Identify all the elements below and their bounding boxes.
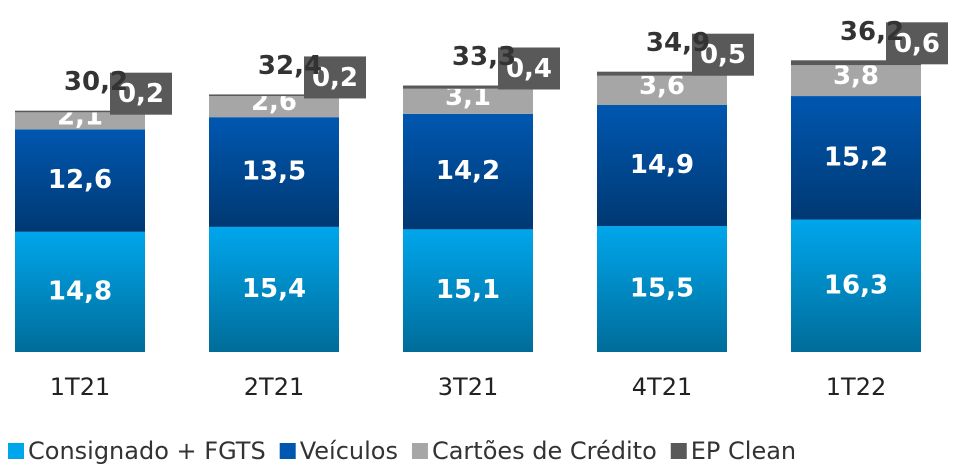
value-label: 13,5	[242, 157, 306, 187]
legend-label: Consignado + FGTS	[28, 437, 266, 465]
x-tick-label: 4T21	[632, 373, 692, 401]
value-label: 3,8	[833, 61, 879, 91]
legend-label: Cartões de Crédito	[432, 437, 657, 465]
bar-segment	[597, 75, 727, 105]
bar-shade	[791, 219, 921, 352]
x-tick-label: 2T21	[244, 373, 304, 401]
bar-segment	[403, 85, 533, 89]
value-label-box	[304, 56, 366, 99]
value-label: 15,2	[824, 142, 888, 172]
value-label: 14,2	[436, 156, 500, 186]
total-label: 33,3	[452, 42, 516, 72]
bar-segment	[791, 60, 921, 66]
bar-segment	[209, 94, 339, 97]
bar-shade	[597, 105, 727, 227]
bar-shade	[597, 226, 727, 352]
value-label: 2,1	[57, 101, 103, 131]
value-label: 12,6	[48, 165, 112, 195]
value-label: 15,5	[630, 274, 694, 304]
bar-shade	[209, 226, 339, 352]
value-label: 14,8	[48, 276, 112, 306]
bar-shade	[791, 96, 921, 220]
value-label-box	[886, 22, 948, 65]
total-label: 36,2	[840, 17, 904, 47]
value-label: 0,6	[894, 29, 940, 59]
x-tick-label: 1T21	[50, 373, 110, 401]
legend-swatch	[8, 443, 24, 459]
bar-shade	[15, 231, 145, 352]
x-tick-label: 3T21	[438, 373, 498, 401]
value-label: 0,2	[312, 63, 358, 93]
value-label: 2,6	[251, 87, 297, 117]
value-label: 16,3	[824, 270, 888, 300]
value-label: 0,5	[700, 40, 746, 70]
bar-segment	[597, 71, 727, 76]
bar-segment	[403, 88, 533, 114]
bar-segment	[15, 112, 145, 130]
legend-label: Veículos	[300, 437, 398, 465]
bar-shade	[403, 229, 533, 352]
total-label: 34,9	[646, 28, 710, 58]
legend-swatch	[670, 443, 687, 459]
bar-segment	[791, 65, 921, 97]
value-label: 0,4	[506, 54, 552, 84]
value-label-box	[498, 47, 560, 90]
value-label: 14,9	[630, 150, 694, 180]
bar-shade	[15, 129, 145, 232]
total-label: 30,2	[64, 67, 128, 97]
legend-swatch	[411, 443, 428, 459]
bar-shade	[403, 113, 533, 230]
value-label: 15,4	[242, 274, 306, 304]
value-label: 0,2	[118, 79, 164, 109]
legend-swatch	[279, 443, 296, 459]
value-label: 15,1	[436, 275, 500, 305]
legend-label: EP Clean	[691, 437, 796, 465]
bar-shade	[209, 117, 339, 227]
value-label-box	[692, 33, 754, 76]
bar-segment	[209, 96, 339, 118]
value-label-box	[110, 72, 172, 115]
total-label: 32,4	[258, 51, 322, 81]
value-label: 3,6	[639, 71, 685, 101]
bar-segment	[15, 110, 145, 113]
x-tick-label: 1T22	[826, 373, 886, 401]
